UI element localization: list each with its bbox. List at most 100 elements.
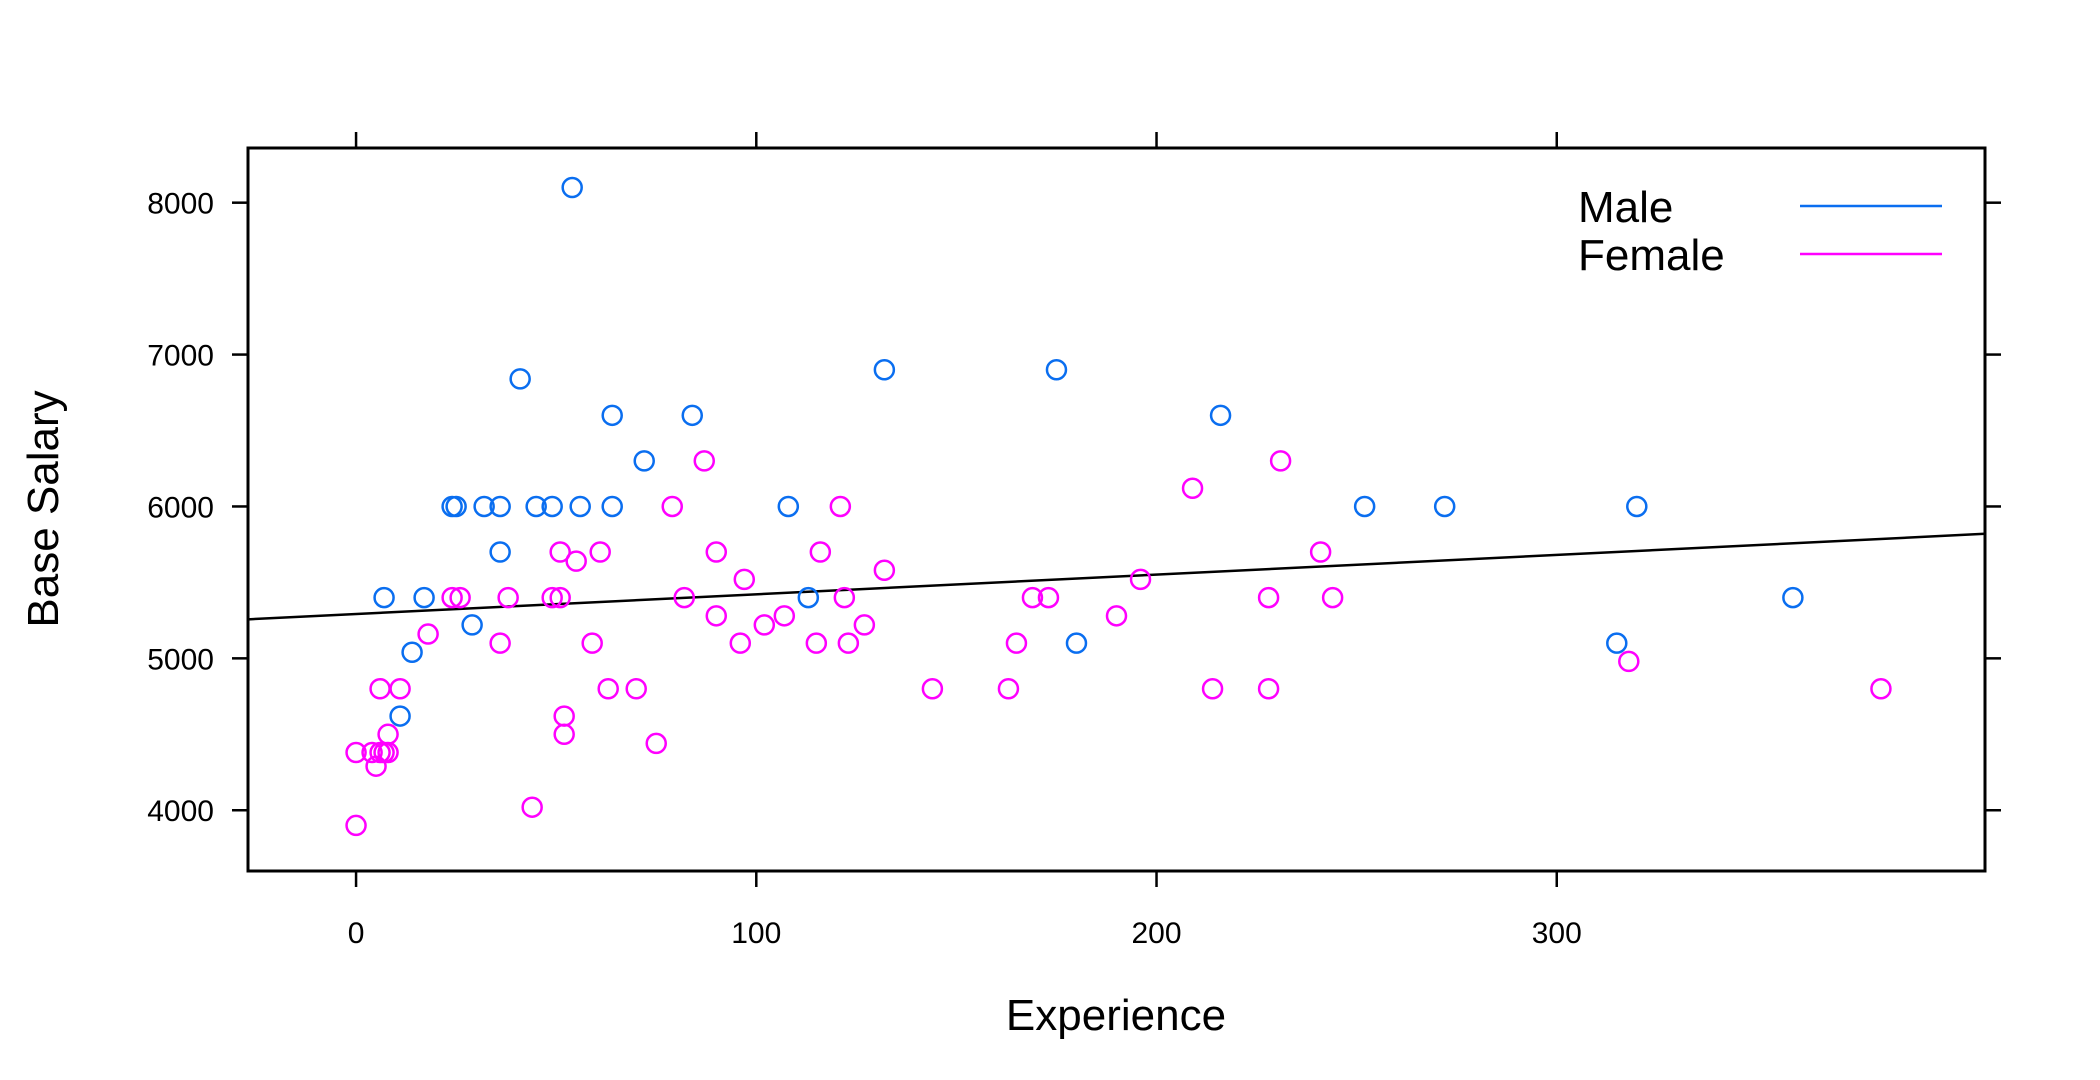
data-point-female [1269,450,1292,472]
data-point-male [797,586,820,609]
data-point-female [581,632,603,654]
data-point-female [1321,586,1344,609]
data-point-female [1129,568,1152,591]
data-point-female [693,450,716,472]
data-point-male [1626,495,1648,518]
data-point-male [1065,632,1088,654]
x-tick-label: 100 [731,917,781,950]
y-axis-title: Base Salary [19,390,68,627]
data-point-male [489,495,511,518]
data-point-female [1618,650,1640,673]
data-point-female [645,732,667,755]
data-point-male [373,586,395,609]
data-point-male [1209,404,1232,427]
data-point-male [681,404,704,427]
data-point-male [461,614,483,636]
data-point-male [541,495,563,518]
data-point-male [1045,359,1068,381]
data-point-female [541,586,563,609]
y-tick-label: 4000 [147,795,214,828]
data-point-female [673,586,696,609]
data-point-female [1021,586,1044,609]
data-point-male [561,176,583,199]
x-tick-label: 200 [1131,917,1181,950]
data-point-female [809,541,832,563]
data-point-female [521,796,543,818]
data-point-female [753,614,776,636]
data-point-female [589,541,611,563]
data-point-male [509,368,531,390]
legend-label-female: Female [1578,231,1725,280]
data-point-male [401,641,423,664]
data-point-female [361,741,383,764]
data-point-female [565,550,587,572]
data-point-female [345,741,367,764]
data-point-male [1433,495,1456,518]
data-point-male [413,586,435,609]
data-point-female [597,677,619,700]
data-point-male [873,359,896,381]
legend: Male Female [1578,183,1942,280]
data-point-female [625,677,647,700]
data-point-female [873,559,896,582]
data-point-female [705,541,728,563]
regression-line [248,532,1985,621]
data-point-female [1309,541,1332,563]
data-point-female [417,623,439,645]
data-point-female [549,541,571,563]
x-tick-label: 0 [348,917,365,950]
data-point-female [449,586,471,609]
data-point-female [729,632,752,654]
data-point-male [473,495,495,518]
data-point-female [1201,677,1224,700]
data-point-female [921,677,944,700]
data-point-female [829,495,852,518]
data-point-male [633,450,655,472]
data-point-female [1181,477,1204,499]
data-point-female [853,614,876,636]
y-tick-label: 8000 [147,188,214,221]
data-point-female [705,605,728,627]
legend-label-male: Male [1578,183,1673,232]
data-point-female [1037,586,1060,609]
plot-frame [246,146,1987,873]
data-point-male [1353,495,1376,518]
data-point-female [1257,677,1280,700]
y-tick-label: 5000 [147,643,214,676]
data-point-male [1606,632,1628,654]
data-point-female [377,723,399,746]
data-point-female [441,586,463,609]
data-point-male [1782,586,1804,609]
x-axis-title: Experience [1006,991,1226,1040]
data-point-female [1005,632,1028,654]
data-point-female [837,632,860,654]
data-point-female [553,723,575,746]
data-point-male [777,495,800,518]
data-point-female [661,495,683,518]
data-point-female [497,586,519,609]
data-point-female [1870,677,1892,700]
y-tick-label: 7000 [147,340,214,373]
data-point-male [489,541,511,563]
data-point-female [369,677,391,700]
data-point-male [525,495,547,518]
data-point-female [553,705,575,727]
data-point-male [569,495,591,518]
data-point-female [733,568,756,591]
regression-line-group [248,532,1985,621]
data-point-female [489,632,511,654]
data-point-female [997,677,1020,700]
data-point-male [389,705,411,727]
data-point-male [601,404,623,427]
data-point-female [805,632,828,654]
data-point-female [773,605,796,627]
data-point-male [445,495,467,518]
axis-tick-labels: 0 100 200 300 4000 5000 6000 7000 8000 [147,188,1582,950]
data-points [345,176,1892,837]
axis-ticks [232,132,2001,887]
data-point-female [833,586,856,609]
data-point-female [389,677,411,700]
data-point-female [549,586,571,609]
y-tick-label: 6000 [147,491,214,524]
